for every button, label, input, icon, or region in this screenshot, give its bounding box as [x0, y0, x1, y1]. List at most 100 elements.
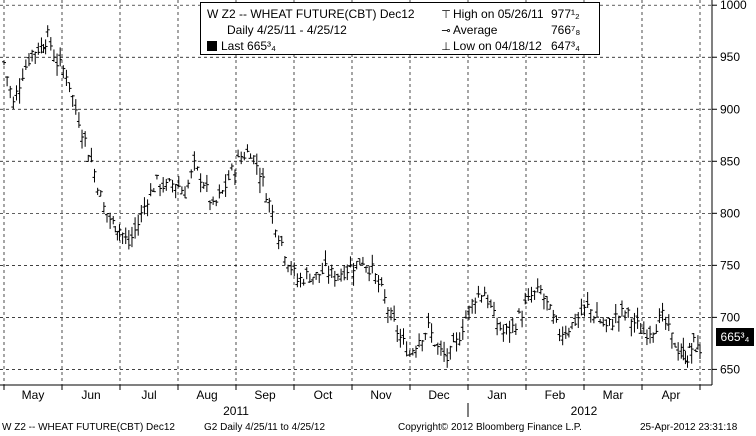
ohlc-bar [20, 68, 25, 82]
legend-high: ⊤ High on 05/26/11 [439, 6, 544, 23]
ohlc-bar [651, 332, 656, 343]
ohlc-bar [351, 262, 356, 286]
ohlc-bar [687, 342, 692, 349]
ohlc-bar [442, 341, 447, 362]
ohlc-bar [601, 317, 606, 327]
ohlc-bar [43, 39, 48, 55]
ohlc-bar [139, 205, 144, 223]
average-marker-icon: ⊸ [441, 25, 451, 37]
ohlc-bar [189, 169, 194, 179]
ohlc-bar [111, 216, 116, 225]
ohlc-bar [420, 339, 425, 352]
price-bars [2, 25, 702, 368]
ohlc-bar [438, 340, 443, 356]
ohlc-bar [613, 303, 618, 324]
ohlc-bar [435, 342, 440, 355]
chart-legend: W Z2 -- WHEAT FUTURE(CBT) Dec12 Daily 4/… [200, 2, 600, 55]
ohlc-bar [693, 349, 698, 353]
ohlc-bar [445, 348, 450, 368]
ohlc-bar [367, 265, 372, 282]
ohlc-bar [173, 183, 178, 199]
legend-average-label: Average [453, 23, 498, 37]
ohlc-bar [11, 96, 16, 110]
ohlc-bar [326, 265, 331, 284]
ohlc-bar [161, 177, 166, 193]
ohlc-bar [126, 230, 131, 250]
ohlc-bar [460, 318, 465, 340]
ohlc-bar [30, 49, 35, 62]
ohlc-bar [86, 154, 91, 162]
ohlc-bar [154, 174, 159, 180]
ohlc-bar [80, 129, 85, 149]
ohlc-bar [685, 355, 690, 368]
ohlc-bar [348, 256, 353, 268]
ohlc-bar [339, 268, 344, 282]
ohlc-bar [654, 324, 659, 334]
ohlc-bar [473, 297, 478, 314]
ohlc-bar [595, 302, 600, 318]
y-axis: 650 700 750 800 850 900 950 1000 [711, 0, 747, 385]
ohlc-bar [695, 335, 700, 350]
y-tick-label: 650 [720, 362, 740, 376]
legend-high-value: 977¹₂ [551, 7, 580, 21]
ohlc-bar [295, 273, 300, 288]
x-tick-label: Oct [314, 388, 333, 402]
ohlc-bar [373, 273, 378, 284]
ohlc-bar [364, 266, 369, 273]
ohlc-bar [26, 53, 31, 67]
ohlc-bar [70, 94, 75, 107]
legend-low: ⊥ Low on 04/18/12 [439, 38, 542, 55]
ohlc-bar [573, 313, 578, 326]
low-marker-icon: ⊥ [441, 41, 451, 53]
ohlc-bar [101, 202, 106, 213]
ohlc-bar [560, 326, 565, 346]
ohlc-bar [604, 319, 609, 333]
ohlc-bar [45, 25, 50, 38]
ohlc-bar [248, 153, 253, 159]
ohlc-bar [307, 273, 312, 283]
ohlc-bar [485, 294, 490, 309]
ohlc-bar [623, 310, 628, 321]
ohlc-bar [251, 155, 256, 165]
ohlc-bar [92, 168, 97, 183]
ohlc-bar [214, 199, 219, 207]
ohlc-bar [276, 235, 281, 250]
ohlc-bar [201, 182, 206, 189]
ohlc-bar [170, 179, 175, 193]
ohlc-bar [33, 51, 38, 64]
ohlc-bar [39, 37, 44, 54]
ohlc-bar [335, 273, 340, 281]
ohlc-bar [164, 178, 169, 191]
ohlc-bar [585, 292, 590, 308]
ohlc-bar [342, 265, 347, 281]
ohlc-bar [123, 227, 128, 245]
ohlc-bar [532, 290, 537, 300]
ohlc-bar [261, 167, 266, 187]
ohlc-bar [635, 307, 640, 329]
ohlc-bar [61, 65, 66, 79]
ohlc-bar [73, 99, 78, 115]
ohlc-bar [616, 315, 621, 332]
ohlc-bar [470, 298, 475, 314]
legend-high-label: High on 05/26/11 [453, 7, 544, 21]
ohlc-bar [370, 254, 375, 274]
ohlc-bar [245, 144, 250, 153]
ohlc-bar [183, 186, 188, 199]
ohlc-bar [23, 59, 28, 70]
ohlc-bar [526, 288, 531, 301]
legend-average-value: 766⁷₈ [551, 23, 581, 37]
ohlc-bar [570, 322, 575, 330]
legend-low-value: 647³₄ [551, 39, 580, 53]
x-tick-label: Mar [603, 388, 624, 402]
ohlc-bar [482, 286, 487, 297]
legend-low-label: Low on 04/18/12 [453, 39, 542, 53]
ohlc-bar [239, 151, 244, 165]
ohlc-bar [14, 85, 19, 101]
footer-copyright: Copyright© 2012 Bloomberg Finance L.P. [398, 422, 582, 433]
ohlc-bar [345, 264, 350, 281]
ohlc-bar [644, 329, 649, 346]
ohlc-bar [432, 344, 437, 347]
footer-ticker: W Z2 -- WHEAT FUTURE(CBT) Dec12 [2, 422, 175, 433]
ohlc-bar [520, 310, 525, 328]
legend-last-label: Last 665³₄ [221, 39, 276, 53]
